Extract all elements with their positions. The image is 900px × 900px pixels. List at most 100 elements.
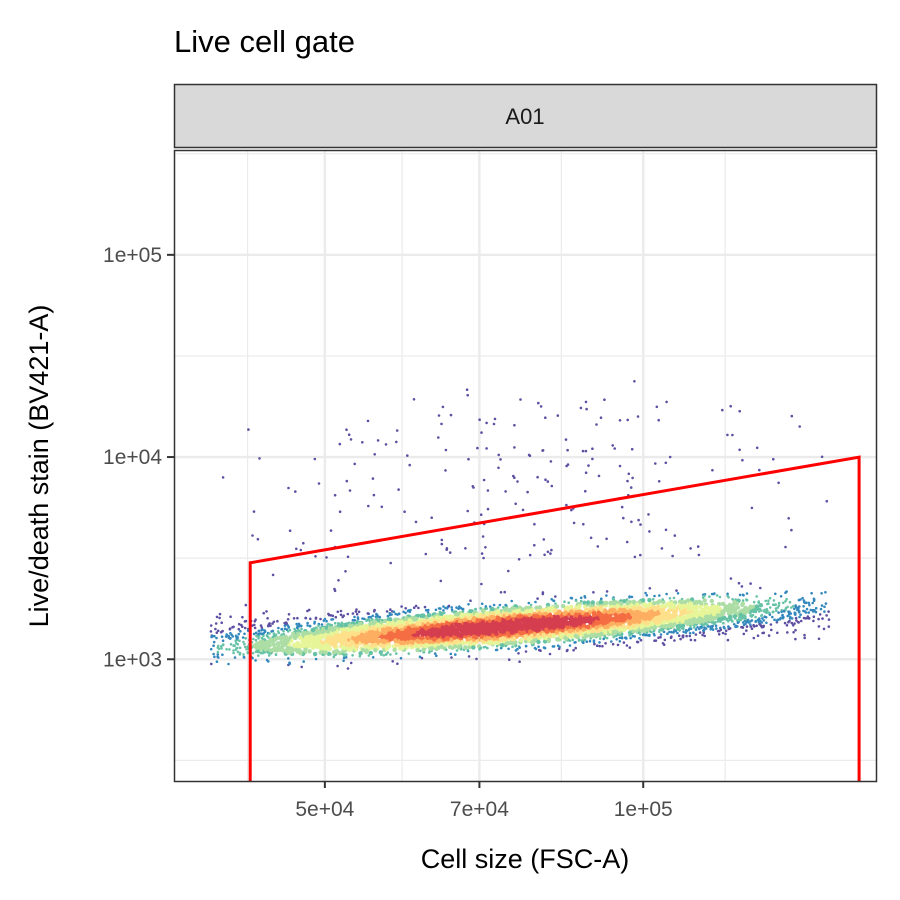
density-point: [336, 664, 339, 668]
density-point: [258, 647, 263, 652]
density-point: [397, 488, 400, 491]
density-point: [337, 622, 340, 625]
density-point: [772, 599, 776, 602]
density-point: [628, 646, 632, 649]
density-point: [508, 640, 514, 646]
density-point: [618, 419, 622, 422]
density-point: [715, 594, 719, 597]
density-point: [257, 635, 261, 638]
density-point: [342, 656, 346, 660]
density-point: [689, 638, 693, 642]
density-point: [441, 634, 446, 639]
density-point: [631, 629, 636, 634]
density-point: [645, 631, 649, 634]
density-point: [425, 621, 431, 627]
density-point: [450, 606, 454, 609]
density-point: [711, 468, 714, 472]
density-point: [218, 616, 221, 620]
density-point: [513, 476, 516, 480]
density-point: [495, 648, 499, 652]
density-point: [474, 618, 480, 623]
density-point: [727, 596, 730, 599]
density-point: [749, 623, 752, 626]
density-point: [399, 623, 404, 629]
density-point: [589, 536, 593, 540]
density-point: [415, 647, 420, 653]
density-point: [819, 607, 823, 611]
density-point: [700, 626, 703, 629]
density-point: [698, 631, 702, 634]
density-point: [554, 604, 560, 609]
chart-title: Live cell gate: [174, 24, 355, 59]
density-point: [216, 629, 220, 633]
density-point: [345, 479, 349, 483]
panel-border: [173, 149, 878, 783]
density-point: [510, 599, 513, 603]
density-point: [510, 622, 516, 627]
density-point: [454, 653, 457, 656]
density-point: [655, 405, 659, 409]
density-point: [386, 644, 391, 649]
density-point: [652, 632, 656, 636]
density-point: [797, 598, 801, 602]
density-point: [406, 454, 409, 457]
density-point: [644, 614, 650, 620]
density-point: [254, 638, 258, 642]
density-point: [212, 644, 215, 647]
density-point: [238, 646, 242, 650]
density-point: [565, 503, 568, 507]
density-point: [814, 606, 818, 610]
density-point: [761, 617, 764, 620]
density-point: [415, 621, 420, 626]
density-point: [517, 558, 521, 561]
density-point: [824, 591, 827, 594]
density-point: [527, 453, 531, 457]
density-point: [583, 596, 587, 599]
density-point: [288, 662, 292, 665]
density-point: [445, 548, 449, 551]
density-point: [799, 619, 803, 623]
density-point: [244, 603, 248, 607]
density-point: [420, 613, 425, 618]
density-point: [752, 600, 756, 604]
density-point: [794, 637, 797, 641]
density-point: [756, 618, 760, 622]
density-point: [767, 599, 770, 602]
density-point: [605, 636, 609, 640]
density-point: [406, 626, 411, 631]
density-cloud: [209, 380, 831, 670]
density-point: [537, 401, 540, 405]
density-point: [711, 628, 715, 631]
density-point: [804, 611, 808, 614]
density-point: [662, 643, 666, 646]
density-point: [759, 624, 763, 628]
density-point: [694, 628, 698, 631]
density-point: [618, 636, 622, 640]
density-point: [377, 615, 380, 618]
density-point: [461, 607, 465, 611]
density-point: [436, 639, 441, 644]
density-point: [484, 616, 489, 621]
density-point: [351, 654, 354, 657]
density-point: [298, 624, 302, 628]
density-point: [755, 624, 758, 628]
density-point: [757, 601, 760, 604]
density-point: [349, 639, 354, 644]
density-point: [284, 640, 289, 645]
density-point: [382, 654, 386, 657]
density-point: [610, 600, 615, 605]
density-point: [708, 595, 711, 598]
density-point: [446, 615, 452, 620]
density-point: [616, 615, 621, 620]
density-point: [482, 646, 486, 649]
density-point: [543, 635, 548, 641]
density-point: [823, 605, 826, 609]
density-point: [252, 632, 256, 636]
density-point: [689, 547, 692, 550]
density-point: [603, 635, 607, 638]
density-point: [221, 476, 225, 479]
density-point: [339, 613, 343, 617]
density-point: [309, 643, 314, 648]
density-point: [500, 627, 505, 633]
density-point: [480, 582, 483, 586]
